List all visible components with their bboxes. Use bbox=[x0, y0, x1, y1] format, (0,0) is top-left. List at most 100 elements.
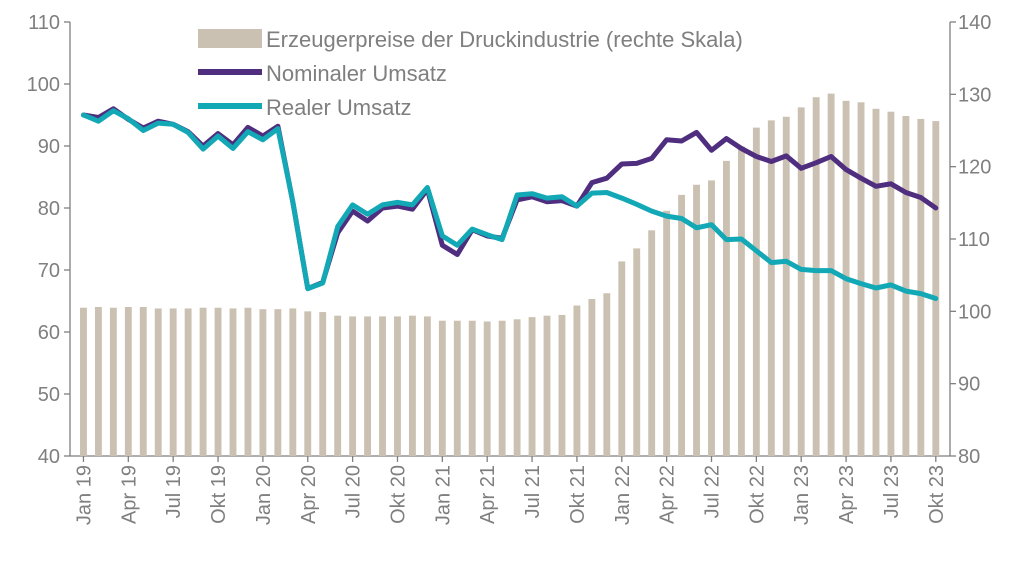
price-bar bbox=[693, 184, 700, 456]
price-bar bbox=[438, 320, 446, 456]
price-bar bbox=[334, 315, 342, 456]
legend-swatch-erzeugerpreise bbox=[198, 29, 262, 48]
right-tick-label: 100 bbox=[958, 301, 991, 323]
x-tick-label: Jan 23 bbox=[791, 465, 813, 525]
right-tick-label: 120 bbox=[958, 157, 991, 179]
price-bar bbox=[199, 307, 207, 456]
price-bar bbox=[139, 306, 147, 456]
x-tick-label: Okt 23 bbox=[926, 465, 948, 524]
price-bar bbox=[109, 307, 117, 456]
x-tick-label: Jan 20 bbox=[253, 465, 275, 525]
price-bar bbox=[782, 116, 790, 457]
price-bar bbox=[394, 316, 401, 456]
price-bar bbox=[423, 316, 431, 456]
price-bar bbox=[468, 320, 476, 456]
x-tick-label: Jan 22 bbox=[612, 465, 634, 525]
realer-umsatz-line bbox=[81, 108, 939, 301]
left-tick-label: 70 bbox=[38, 260, 60, 282]
tick-labels: 40 50 60 70 80 90 100 110 80 90 100 110 120 130 140 Jan… bbox=[27, 12, 992, 525]
x-tick-label: Jul 20 bbox=[343, 465, 365, 518]
legend-label-erzeugerpreise: Erzeugerpreise der Druckindustrie (recht… bbox=[266, 27, 743, 52]
price-bar bbox=[214, 307, 222, 456]
price-bar bbox=[932, 121, 940, 456]
right-tick-label: 90 bbox=[958, 374, 980, 396]
price-bar bbox=[618, 261, 626, 456]
left-tick-label: 60 bbox=[38, 322, 60, 344]
price-bar bbox=[453, 320, 461, 456]
left-tick-label: 100 bbox=[27, 74, 60, 96]
line-series bbox=[81, 106, 939, 301]
right-tick-label: 130 bbox=[958, 84, 991, 106]
right-tick-label: 80 bbox=[958, 446, 980, 468]
x-tick-label: Jul 21 bbox=[522, 465, 544, 518]
price-bar bbox=[737, 146, 745, 456]
legend-label-real: Realer Umsatz bbox=[266, 95, 411, 120]
x-tick-label: Okt 21 bbox=[567, 465, 589, 524]
left-tick-label: 90 bbox=[38, 136, 60, 158]
price-bar bbox=[408, 315, 416, 456]
price-bar bbox=[678, 194, 686, 457]
price-bar bbox=[319, 312, 327, 456]
right-tick-label: 140 bbox=[958, 12, 991, 34]
legend: Erzeugerpreise der Druckindustrie (recht… bbox=[198, 27, 743, 120]
price-bar bbox=[184, 308, 192, 456]
x-tick-label: Apr 19 bbox=[118, 465, 140, 524]
left-tick-label: 50 bbox=[38, 384, 60, 406]
x-tick-label: Jan 21 bbox=[432, 465, 454, 525]
legend-label-nominal: Nominaler Umsatz bbox=[266, 61, 447, 86]
left-tick-label: 40 bbox=[38, 446, 60, 468]
price-bar bbox=[588, 299, 596, 456]
x-tick-label: Jul 23 bbox=[881, 465, 903, 518]
price-bar bbox=[379, 316, 386, 456]
price-bar bbox=[304, 311, 312, 456]
price-bar bbox=[708, 180, 715, 456]
price-bar bbox=[633, 248, 641, 456]
price-bar bbox=[827, 93, 835, 457]
price-bar bbox=[498, 320, 506, 456]
price-bar bbox=[902, 116, 910, 457]
price-bar bbox=[648, 230, 656, 456]
price-bar bbox=[169, 308, 177, 456]
price-bar bbox=[872, 108, 880, 457]
price-bar bbox=[80, 307, 87, 456]
nominal-umsatz-line bbox=[81, 106, 939, 292]
price-bar bbox=[767, 120, 775, 456]
price-bar bbox=[543, 315, 551, 456]
left-tick-label: 80 bbox=[38, 198, 60, 220]
x-tick-label: Okt 19 bbox=[208, 465, 230, 524]
x-tick-label: Jan 19 bbox=[73, 465, 95, 525]
price-bar bbox=[797, 107, 805, 456]
price-bar bbox=[244, 307, 252, 456]
right-tick-label: 110 bbox=[958, 229, 990, 251]
price-bar bbox=[289, 308, 297, 456]
x-tick-label: Apr 23 bbox=[836, 465, 858, 524]
price-bar bbox=[483, 321, 491, 456]
price-bar bbox=[752, 127, 760, 457]
price-bar bbox=[229, 308, 237, 456]
price-bar bbox=[154, 308, 162, 456]
price-bar bbox=[259, 309, 267, 456]
bar-series-erzeugerpreise bbox=[80, 93, 940, 457]
x-tick-label: Jul 19 bbox=[163, 465, 185, 518]
price-bar bbox=[857, 102, 865, 456]
x-tick-label: Jul 22 bbox=[701, 465, 723, 518]
price-bar bbox=[812, 97, 820, 456]
x-tick-label: Apr 20 bbox=[298, 465, 320, 524]
price-bar bbox=[274, 309, 282, 456]
price-bar bbox=[94, 306, 102, 456]
price-bar bbox=[917, 118, 925, 456]
price-bar bbox=[124, 306, 132, 456]
price-bar bbox=[349, 316, 357, 456]
price-bar bbox=[603, 293, 611, 456]
x-tick-label: Apr 21 bbox=[477, 465, 499, 524]
price-bar bbox=[528, 317, 536, 456]
axes bbox=[64, 21, 956, 462]
price-bar bbox=[663, 210, 671, 456]
price-bar bbox=[723, 160, 730, 456]
x-tick-label: Okt 20 bbox=[387, 465, 409, 524]
x-tick-label: Okt 22 bbox=[746, 465, 768, 524]
price-bar bbox=[558, 314, 566, 456]
price-bar bbox=[364, 316, 372, 456]
price-bar bbox=[513, 319, 521, 456]
